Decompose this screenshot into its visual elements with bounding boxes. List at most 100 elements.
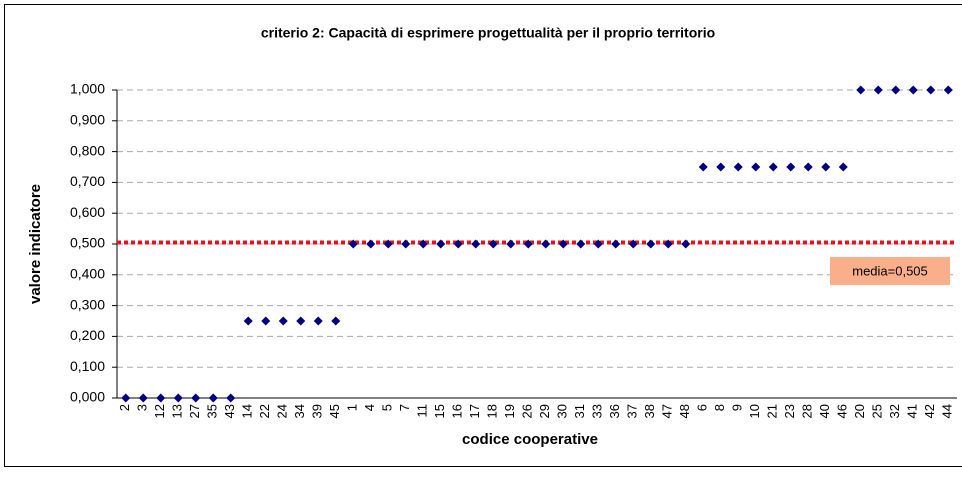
marker xyxy=(436,239,446,249)
x-tick-label: 29 xyxy=(537,404,552,418)
y-tick-label: 0,600 xyxy=(70,204,105,220)
marker xyxy=(838,162,848,172)
marker xyxy=(383,239,393,249)
marker xyxy=(243,316,253,326)
marker xyxy=(138,393,148,403)
marker xyxy=(873,85,883,95)
marker xyxy=(716,162,726,172)
y-tick-label: 0,400 xyxy=(70,266,105,282)
marker xyxy=(261,316,271,326)
marker xyxy=(278,316,288,326)
marker xyxy=(646,239,656,249)
marker xyxy=(121,393,131,403)
marker xyxy=(926,85,936,95)
x-tick-label: 25 xyxy=(870,404,885,418)
marker xyxy=(768,162,778,172)
x-tick-label: 38 xyxy=(642,404,657,418)
x-tick-label: 48 xyxy=(677,404,692,418)
chart-title: criterio 2: Capacità di esprimere proget… xyxy=(261,25,715,41)
y-tick-label: 0,300 xyxy=(70,296,105,312)
x-tick-label: 7 xyxy=(397,404,412,411)
x-tick-label: 4 xyxy=(362,404,377,411)
y-tick-label: 0,700 xyxy=(70,173,105,189)
x-tick-label: 41 xyxy=(905,404,920,418)
marker xyxy=(751,162,761,172)
marker xyxy=(418,239,428,249)
marker xyxy=(698,162,708,172)
x-tick-label: 45 xyxy=(327,404,342,418)
marker xyxy=(943,85,953,95)
marker xyxy=(681,239,691,249)
x-tick-label: 39 xyxy=(310,404,325,418)
marker xyxy=(593,239,603,249)
x-tick-label: 40 xyxy=(817,404,832,418)
x-tick-label: 15 xyxy=(432,404,447,418)
x-tick-label: 28 xyxy=(800,404,815,418)
x-tick-label: 2 xyxy=(117,404,132,411)
marker xyxy=(208,393,218,403)
x-tick-label: 44 xyxy=(940,404,955,418)
marker xyxy=(733,162,743,172)
x-tick-label: 1 xyxy=(345,404,360,411)
marker xyxy=(488,239,498,249)
x-tick-label: 35 xyxy=(205,404,220,418)
x-tick-label: 13 xyxy=(170,404,185,418)
x-tick-label: 3 xyxy=(135,404,150,411)
x-tick-label: 21 xyxy=(765,404,780,418)
y-tick-label: 1,000 xyxy=(70,81,105,97)
marker xyxy=(348,239,358,249)
x-tick-label: 27 xyxy=(187,404,202,418)
x-tick-label: 6 xyxy=(695,404,710,411)
x-tick-label: 24 xyxy=(275,404,290,418)
x-tick-label: 18 xyxy=(485,404,500,418)
y-tick-label: 0,500 xyxy=(70,235,105,251)
marker xyxy=(313,316,323,326)
x-tick-label: 37 xyxy=(625,404,640,418)
y-tick-label: 0,200 xyxy=(70,327,105,343)
marker xyxy=(803,162,813,172)
x-tick-label: 14 xyxy=(240,404,255,418)
marker xyxy=(576,239,586,249)
x-tick-label: 9 xyxy=(730,404,745,411)
x-tick-label: 22 xyxy=(257,404,272,418)
x-tick-label: 26 xyxy=(520,404,535,418)
x-tick-label: 23 xyxy=(782,404,797,418)
x-tick-label: 17 xyxy=(467,404,482,418)
x-tick-label: 31 xyxy=(572,404,587,418)
marker xyxy=(156,393,166,403)
marker xyxy=(786,162,796,172)
annotation-box xyxy=(830,257,950,285)
marker xyxy=(821,162,831,172)
x-tick-label: 43 xyxy=(222,404,237,418)
x-tick-label: 36 xyxy=(607,404,622,418)
x-tick-label: 16 xyxy=(450,404,465,418)
marker xyxy=(523,239,533,249)
y-axis-label: valore indicatore xyxy=(27,184,44,304)
x-tick-label: 47 xyxy=(660,404,675,418)
marker xyxy=(173,393,183,403)
annotation: media=0,505 xyxy=(852,263,928,278)
marker xyxy=(908,85,918,95)
marker xyxy=(506,239,516,249)
y-tick-label: 0,800 xyxy=(70,142,105,158)
x-tick-label: 10 xyxy=(747,404,762,418)
marker xyxy=(856,85,866,95)
marker xyxy=(471,239,481,249)
x-tick-label: 19 xyxy=(502,404,517,418)
marker xyxy=(611,239,621,249)
x-tick-label: 46 xyxy=(835,404,850,418)
x-tick-label: 33 xyxy=(590,404,605,418)
x-tick-label: 30 xyxy=(555,404,570,418)
marker xyxy=(558,239,568,249)
x-tick-label: 8 xyxy=(712,404,727,411)
marker xyxy=(541,239,551,249)
marker xyxy=(226,393,236,403)
marker xyxy=(401,239,411,249)
marker xyxy=(366,239,376,249)
marker xyxy=(331,316,341,326)
y-tick-label: 0,100 xyxy=(70,358,105,374)
x-tick-label: 12 xyxy=(152,404,167,418)
marker xyxy=(628,239,638,249)
x-tick-label: 5 xyxy=(380,404,395,411)
